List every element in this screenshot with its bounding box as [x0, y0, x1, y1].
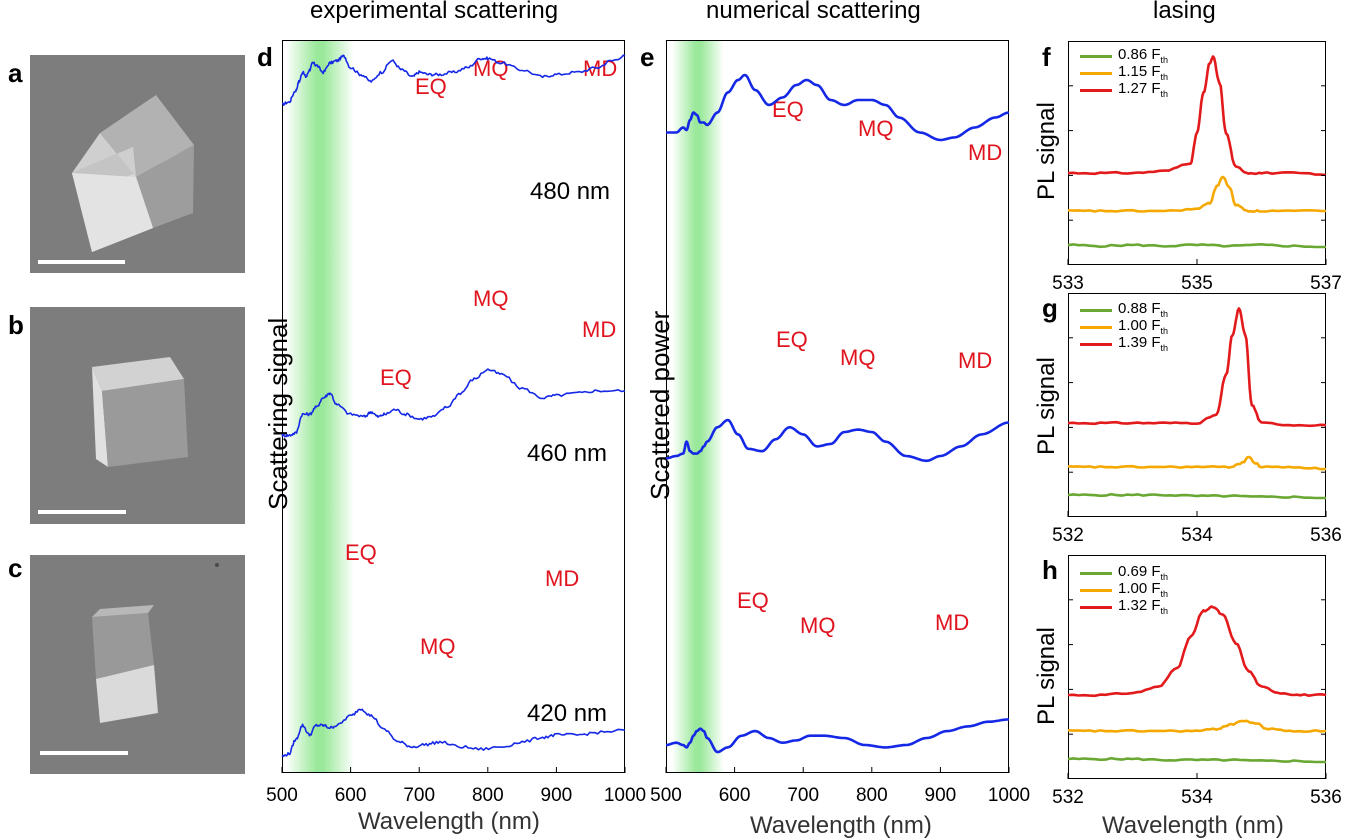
mode-label-d-eq-1: EQ — [415, 74, 447, 99]
x-tick-label-e-1: 600 — [719, 785, 751, 806]
panel-letter-g: g — [1042, 293, 1058, 323]
size-label-420: 420 nm — [527, 700, 608, 727]
mode-label-e-md-3: MD — [935, 610, 970, 635]
x-tick-label-d-2: 700 — [403, 785, 435, 806]
x-tick-label-h-2: 536 — [1310, 787, 1342, 808]
series-line-f-1 — [1067, 175, 1327, 213]
size-label-460: 460 nm — [527, 440, 608, 467]
size-label-480: 480 nm — [530, 178, 611, 205]
x-tick-label-f-0: 533 — [1052, 273, 1084, 294]
x-tick-label-e-3: 800 — [856, 785, 888, 806]
series-line-d-1 — [281, 368, 626, 438]
series-line-g-0 — [1067, 492, 1326, 500]
mode-label-d-md-2: MD — [582, 317, 617, 342]
legend-label-h-1: 1.00 F — [1118, 580, 1161, 597]
plot-frame-e — [666, 40, 1009, 773]
panel-letter-b: b — [8, 310, 24, 340]
x-tick-label-d-0: 500 — [266, 785, 298, 806]
scalebar-a — [38, 260, 125, 264]
x-tick-label-d-1: 600 — [335, 785, 367, 806]
x-tick-label-d-4: 900 — [541, 785, 573, 806]
series-line-d-0 — [281, 54, 626, 106]
x-tick-label-h-1: 534 — [1181, 787, 1213, 808]
series-line-d-2 — [281, 708, 626, 758]
series-line-h-1 — [1067, 719, 1327, 733]
sem-image-a — [30, 55, 245, 273]
mode-label-e-eq-2: EQ — [776, 327, 808, 352]
panel-letter-c: c — [8, 553, 23, 583]
mode-label-e-md-1: MD — [968, 140, 1003, 165]
legend-label-h-2: 1.32 F — [1118, 597, 1161, 614]
x-tick-label-g-2: 536 — [1310, 525, 1342, 546]
mode-label-d-eq-3: EQ — [345, 540, 377, 565]
plot-frame-d — [282, 40, 625, 773]
series-line-f-2 — [1067, 55, 1327, 177]
x-title-d: Wavelength (nm) — [358, 808, 540, 835]
x-tick-label-h-0: 532 — [1052, 787, 1084, 808]
x-tick-label-f-1: 535 — [1181, 273, 1213, 294]
mode-label-e-mq-1: MQ — [858, 116, 894, 141]
panel-letter-a: a — [8, 58, 23, 88]
panel-letter-d: d — [257, 42, 273, 72]
panel-letter-f: f — [1042, 42, 1051, 72]
series-line-g-1 — [1067, 455, 1327, 471]
series-line-f-0 — [1067, 243, 1326, 249]
highlight-band-d — [286, 41, 354, 772]
sem-image-c — [30, 555, 245, 774]
x-tick-label-g-1: 534 — [1181, 525, 1213, 546]
scalebar-c — [40, 751, 128, 755]
column-title-lasing: lasing — [1153, 0, 1216, 24]
sem-image-b — [30, 307, 245, 524]
series-line-e-2 — [666, 718, 1010, 754]
series-line-h-2 — [1067, 605, 1327, 698]
legend-label-g-0: 0.88 F — [1118, 300, 1161, 317]
series-line-e-0 — [666, 73, 1010, 142]
mode-label-d-eq-2: EQ — [380, 365, 412, 390]
mode-label-e-eq-3: EQ — [737, 588, 769, 613]
highlight-band-e — [672, 41, 724, 772]
mode-label-e-md-2: MD — [958, 348, 993, 373]
scalebar-b — [38, 510, 126, 514]
column-title-experimental: experimental scattering — [310, 0, 559, 24]
sem-particle-a — [72, 95, 194, 252]
panel-letter-h: h — [1042, 555, 1058, 585]
x-title-e: Wavelength (nm) — [750, 812, 932, 839]
series-line-e-1 — [665, 418, 1010, 463]
x-title-h: Wavelength (nm) — [1102, 812, 1284, 839]
legend-label-f-0: 0.86 F — [1118, 46, 1161, 63]
mode-label-e-mq-2: MQ — [840, 345, 876, 370]
x-tick-label-e-4: 900 — [925, 785, 957, 806]
x-tick-label-d-3: 800 — [472, 785, 504, 806]
sem-particle-b — [92, 357, 188, 467]
panel-letter-e: e — [640, 42, 655, 72]
x-tick-label-e-0: 500 — [650, 785, 682, 806]
column-title-numerical: numerical scattering — [706, 0, 921, 24]
legend-label-g-1: 1.00 F — [1118, 317, 1161, 334]
legend-label-f-1: 1.15 F — [1118, 63, 1161, 80]
x-tick-label-d-5: 1000 — [604, 785, 646, 806]
series-line-h-0 — [1067, 756, 1326, 764]
mode-label-d-mq-2: MQ — [473, 286, 509, 311]
mode-label-d-mq-3: MQ — [420, 634, 456, 659]
legend-label-f-2: 1.27 F — [1118, 80, 1161, 97]
x-tick-label-g-0: 532 — [1052, 525, 1084, 546]
x-tick-label-e-5: 1000 — [988, 785, 1030, 806]
x-tick-label-f-2: 537 — [1310, 273, 1342, 294]
series-line-g-2 — [1067, 307, 1327, 428]
x-tick-label-e-2: 700 — [787, 785, 819, 806]
mode-label-d-mq-1: MQ — [473, 56, 509, 81]
legend-label-h-0: 0.69 F — [1118, 563, 1161, 580]
legend-label-g-2: 1.39 F — [1118, 334, 1161, 351]
sem-particle-c — [92, 563, 219, 723]
mode-label-d-md-3: MD — [545, 566, 580, 591]
mode-label-e-mq-3: MQ — [800, 613, 836, 638]
